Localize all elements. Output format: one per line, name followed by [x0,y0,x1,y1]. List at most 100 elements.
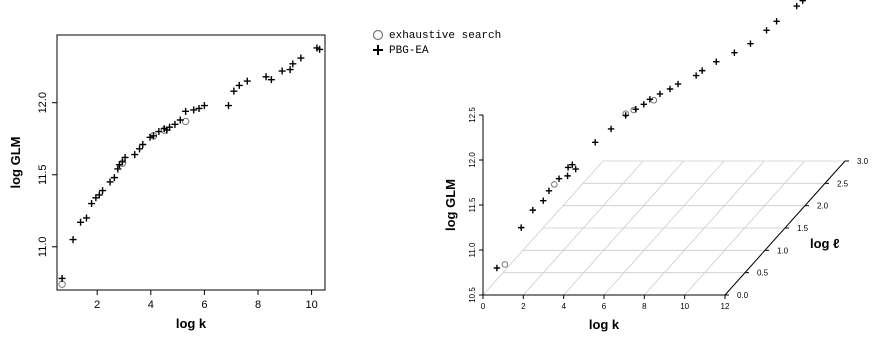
pbg-ea-point [799,0,806,4]
pbg-ea-point [564,172,571,180]
pbg-ea-point [106,178,114,186]
pbg-ea-point [713,58,720,65]
pbg-ea-point [572,165,579,173]
pbg-ea-point [114,165,122,173]
x-tick-label: 8 [642,302,647,311]
pbg-ea-point [182,107,190,115]
x-tick-label: 0 [481,302,486,311]
x-tick-label: 4 [561,302,566,311]
y-axis-label: log GLM [443,179,458,231]
z-axis-label: log ℓ [810,236,839,251]
legend: exhaustive search PBG-EA [372,29,501,57]
x-tick-label: 2 [521,302,526,311]
y-tick-label: 11.0 [37,236,49,257]
y-tick-label: 12.5 [468,107,477,123]
pbg-ea-point [763,27,770,34]
pbg-ea-point [58,274,66,282]
x-tick-label: 2 [94,299,100,311]
pbg-ea-point [121,153,129,161]
pbg-ea-point [166,123,174,131]
pbg-ea-point [200,102,208,110]
pbg-ea-point [569,161,576,168]
pbg-ea-point [698,67,706,74]
pbg-ea-point [773,18,780,25]
pbg-ea-point [656,90,664,98]
exhaustive-search-point [630,106,638,114]
pbg-ea-point [110,174,118,182]
x-tick-label: 4 [148,299,154,311]
pbg-ea-point [692,72,700,79]
pbg-ea-point [99,187,107,195]
pbg-ea-point [88,200,96,208]
pbg-ea-point [267,76,275,84]
pbg-ea-point [262,73,270,81]
legend-item-pbg-ea: PBG-EA [373,45,429,57]
z-tick-label: 3.0 [857,157,869,166]
axes [482,115,846,296]
pbg-ea-point [77,218,85,226]
x-tick-label: 12 [721,302,730,311]
scatter-plot-3d: 0 2 4 6 8 10 12 10.5 11.0 11.5 12.0 12.5 0.0 0.5 1.0… [443,0,869,332]
floor-grid [482,160,846,296]
pbg-ea-point [632,106,639,113]
pbg-ea-point [607,125,615,133]
pbg-ea-point [149,132,157,140]
y-axis-ticks: 11.0 11.5 12.0 [37,92,57,257]
legend-item-exhaustive-search: exhaustive search [372,29,501,42]
pbg-ea-point [540,197,547,204]
pbg-ea-point [646,96,654,103]
pbg-ea-point [529,206,537,214]
pbg-ea-point [146,133,154,141]
pbg-ea-point [195,104,203,112]
pbg-ea-point [297,54,305,62]
exhaustive-search-point [58,280,66,288]
pbg-ea-point [190,106,198,114]
y-tick-label: 11.5 [468,197,477,213]
pbg-ea-point [793,2,800,10]
plus-marker-icon [373,45,383,55]
z-axis-ticks: 0.0 0.5 1.0 1.5 2.0 2.5 3.0 [725,157,869,300]
pbg-ea-point [230,87,238,95]
y-tick-label: 12.0 [468,152,477,168]
pbg-ea-point [493,264,501,272]
pbg-ea-point [517,224,525,231]
pbg-ea-point [243,77,251,85]
z-tick-label: 1.5 [797,224,809,233]
pbg-ea-point [171,120,179,128]
pbg-ea-point [591,139,599,146]
z-tick-label: 2.5 [837,179,849,188]
exhaustive-search-point [650,96,658,104]
x-tick-label: 6 [602,302,607,311]
pbg-ea-point [747,40,754,47]
y-axis-label: log GLM [8,137,23,189]
plot-frame [56,34,326,291]
pbg-ea-point [155,128,163,136]
pbg-ea-point [278,67,286,75]
exhaustive-search-point [550,181,558,188]
y-tick-label: 11.0 [468,242,477,258]
pbg-ea-point [674,80,682,88]
circle-marker-icon [372,29,384,41]
pbg-ea-point [622,112,629,119]
x-tick-label: 10 [680,302,689,311]
z-tick-label: 0.0 [737,291,749,300]
y-tick-label: 11.5 [37,164,49,185]
x-tick-label: 10 [305,299,317,311]
pbg-ea-point [225,102,233,110]
z-tick-label: 2.0 [817,202,829,211]
pbg-ea-point [286,66,294,74]
pbg-ea-point [316,45,324,53]
data-points [58,44,324,288]
x-tick-label: 6 [201,299,207,311]
pbg-ea-point [555,175,563,182]
pbg-ea-point [640,101,648,108]
pbg-ea-point [289,60,297,68]
x-tick-label: 8 [255,299,261,311]
pbg-ea-point [139,140,147,148]
legend-label: PBG-EA [389,45,429,57]
pbg-ea-point [545,187,553,194]
exhaustive-search-point [181,117,190,126]
legend-label: exhaustive search [389,30,501,42]
pbg-ea-point [564,164,572,171]
